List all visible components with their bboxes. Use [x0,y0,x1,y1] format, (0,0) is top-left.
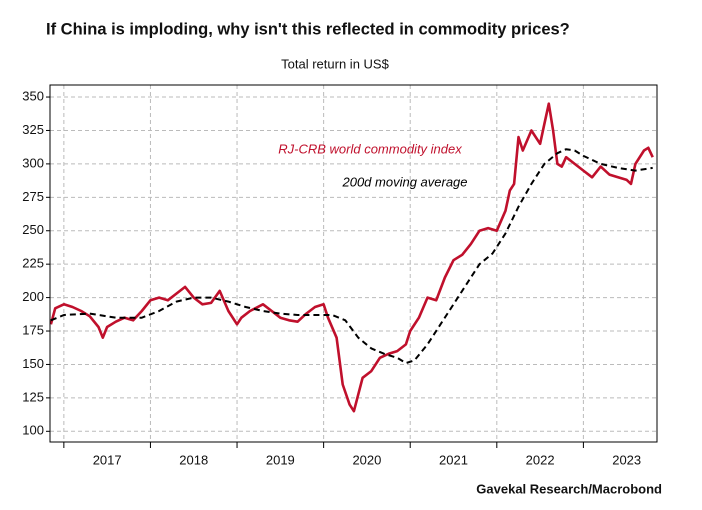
y-tick-label: 150 [22,356,44,371]
chart-title: If China is imploding, why isn't this re… [46,20,570,38]
x-tick-label: 2018 [179,452,208,467]
y-tick-label: 300 [22,155,44,170]
legend-label: RJ-CRB world commodity index [278,141,462,156]
y-tick-label: 250 [22,222,44,237]
x-tick-label: 2023 [612,452,641,467]
y-tick-label: 350 [22,88,44,103]
y-tick-label: 100 [22,423,44,438]
chart-subtitle: Total return in US$ [281,56,389,71]
y-tick-label: 125 [22,389,44,404]
y-tick-label: 200 [22,289,44,304]
x-tick-label: 2019 [266,452,295,467]
line-series [50,148,653,365]
y-tick-label: 175 [22,322,44,337]
x-tick-label: 2022 [526,452,555,467]
plot-frame [49,84,658,443]
y-tick-label: 225 [22,256,44,271]
x-tick-label: 2017 [93,452,122,467]
y-tick-label: 325 [22,122,44,137]
line-series [49,102,654,413]
x-tick-label: 2020 [352,452,381,467]
legend-label: 200d moving average [341,174,467,189]
source: Gavekal Research/Macrobond [476,481,662,496]
x-tick-label: 2021 [439,452,468,467]
y-tick-label: 275 [22,189,44,204]
